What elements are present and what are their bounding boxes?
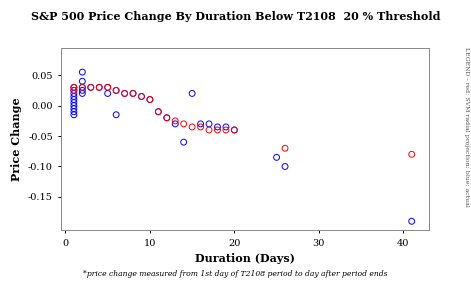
Point: [146, 97, 154, 102]
Point: [70, 85, 78, 90]
Point: [96, 85, 103, 90]
Point: [79, 88, 86, 93]
Point: [70, 94, 78, 99]
X-axis label: Duration (Days): Duration (Days): [195, 253, 295, 264]
Point: [79, 85, 86, 90]
Point: [79, 79, 86, 83]
Point: [171, 122, 179, 126]
Point: [70, 91, 78, 96]
Point: [104, 85, 112, 90]
Point: [197, 122, 204, 126]
Point: [79, 70, 86, 74]
Point: [70, 85, 78, 90]
Point: [121, 91, 128, 96]
Point: [70, 100, 78, 105]
Point: [281, 146, 289, 150]
Point: [70, 97, 78, 102]
Point: [188, 125, 196, 129]
Point: [70, 88, 78, 93]
Point: [113, 88, 120, 93]
Point: [231, 128, 238, 132]
Point: [231, 128, 238, 132]
Point: [408, 219, 415, 224]
Point: [104, 91, 112, 96]
Point: [70, 106, 78, 111]
Point: [70, 112, 78, 117]
Point: [129, 91, 137, 96]
Point: [146, 97, 154, 102]
Point: [197, 125, 204, 129]
Point: [138, 94, 145, 99]
Point: [180, 140, 187, 144]
Point: [87, 85, 95, 90]
Y-axis label: Price Change: Price Change: [11, 97, 23, 181]
Point: [104, 85, 112, 90]
Text: S&P 500 Price Change By Duration Below T2108  20 % Threshold: S&P 500 Price Change By Duration Below T…: [31, 11, 440, 22]
Point: [180, 122, 187, 126]
Point: [188, 91, 196, 96]
Point: [214, 125, 221, 129]
Point: [205, 122, 213, 126]
Point: [129, 91, 137, 96]
Point: [70, 109, 78, 114]
Point: [214, 128, 221, 132]
Point: [96, 85, 103, 90]
Point: [79, 85, 86, 90]
Point: [408, 152, 415, 157]
Point: [121, 91, 128, 96]
Point: [163, 115, 171, 120]
Point: [205, 128, 213, 132]
Point: [87, 85, 95, 90]
Point: [222, 128, 230, 132]
Point: [154, 109, 162, 114]
Text: LEGEND - red: SVM radial projection; blue: actual: LEGEND - red: SVM radial projection; blu…: [463, 47, 469, 206]
Point: [273, 155, 280, 160]
Point: [70, 103, 78, 108]
Point: [113, 112, 120, 117]
Point: [70, 88, 78, 93]
Point: [138, 94, 145, 99]
Point: [163, 115, 171, 120]
Text: *price change measured from 1st day of T2108 period to day after period ends: *price change measured from 1st day of T…: [83, 270, 388, 278]
Point: [171, 119, 179, 123]
Point: [113, 88, 120, 93]
Point: [79, 91, 86, 96]
Point: [222, 125, 230, 129]
Point: [281, 164, 289, 169]
Point: [154, 109, 162, 114]
